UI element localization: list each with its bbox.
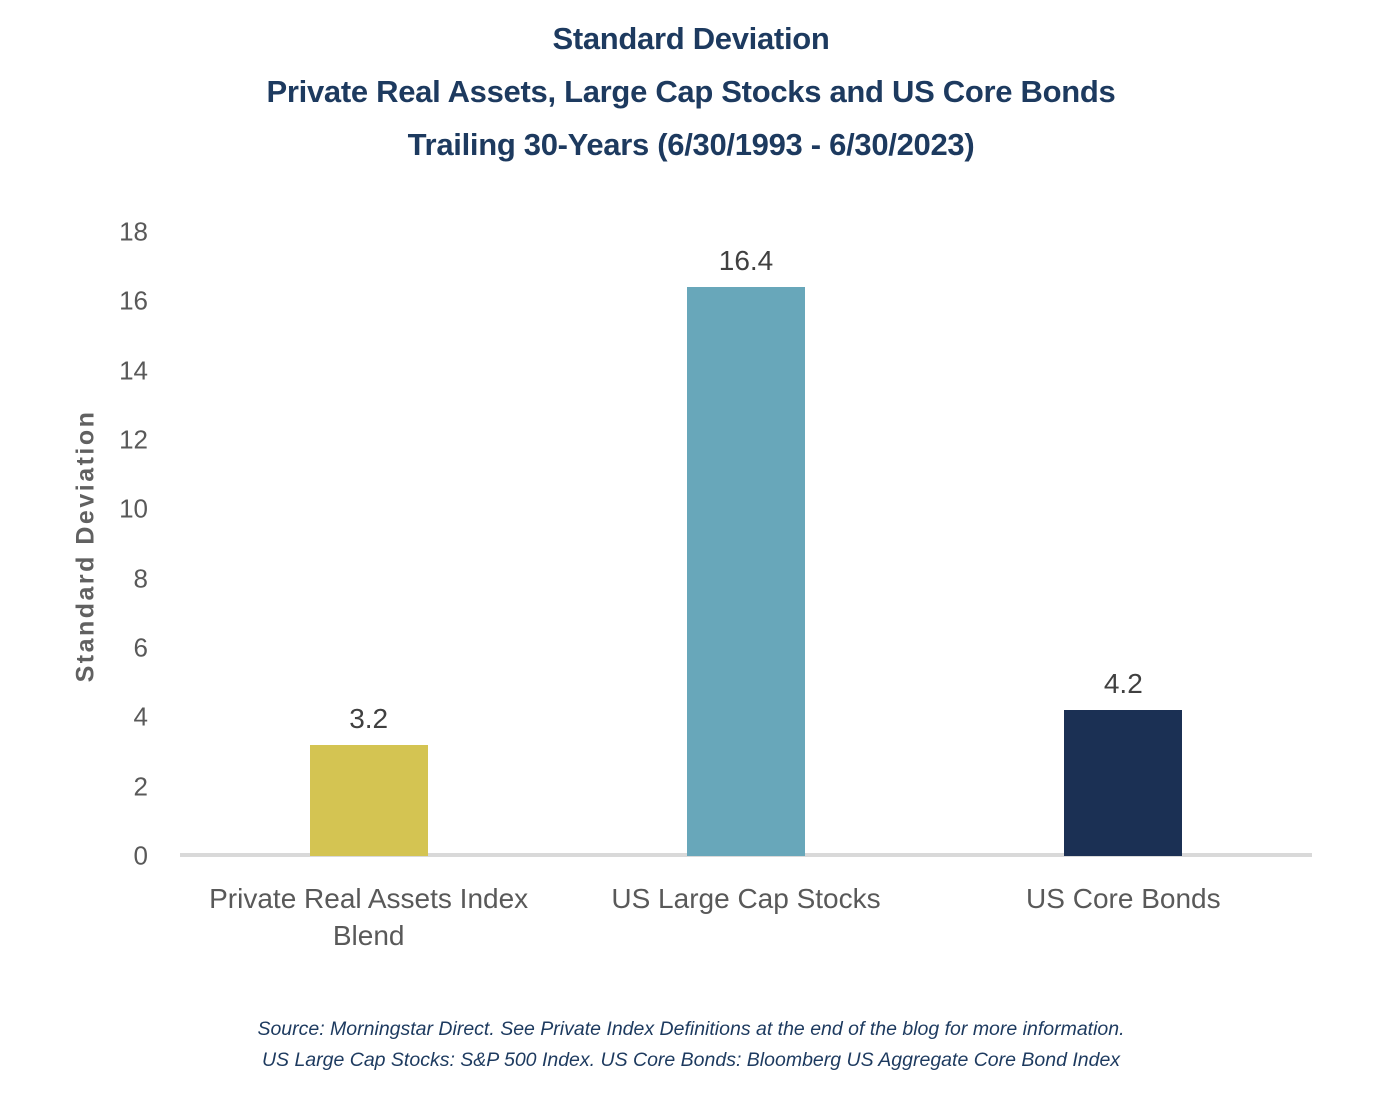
source-note-line1: Source: Morningstar Direct. See Private … bbox=[257, 1018, 1125, 1040]
y-tick-label-16: 16 bbox=[119, 285, 148, 316]
y-tick-label-12: 12 bbox=[119, 424, 148, 455]
y-tick-label-2: 2 bbox=[133, 771, 148, 802]
chart-title: Standard Deviation Private Real Assets, … bbox=[0, 12, 1382, 171]
chart-title-line3: Trailing 30-Years (6/30/1993 - 6/30/2023… bbox=[407, 127, 975, 162]
bar-us-large-cap-stocks bbox=[687, 287, 805, 856]
chart-title-line1: Standard Deviation bbox=[552, 21, 830, 56]
y-tick-label-0: 0 bbox=[133, 840, 148, 871]
x-category-label-us-core-bonds: US Core Bonds bbox=[1026, 883, 1221, 914]
x-category-label-us-large-cap-stocks: US Large Cap Stocks bbox=[611, 883, 881, 914]
y-tick-label-18: 18 bbox=[119, 216, 148, 247]
source-note: Source: Morningstar Direct. See Private … bbox=[0, 1014, 1382, 1076]
bar-value-label-us-core-bonds: 4.2 bbox=[1103, 668, 1143, 700]
y-tick-label-6: 6 bbox=[133, 632, 148, 663]
source-note-line2: US Large Cap Stocks: S&P 500 Index. US C… bbox=[261, 1049, 1121, 1071]
bar-value-label-us-large-cap-stocks: 16.4 bbox=[718, 245, 774, 277]
chart-title-line2: Private Real Assets, Large Cap Stocks an… bbox=[266, 74, 1116, 109]
bar-private-real-assets-index-blend bbox=[309, 745, 428, 856]
bar-value-label-private-real-assets-index-blend: 3.2 bbox=[349, 703, 389, 735]
y-tick-label-10: 10 bbox=[119, 493, 148, 524]
x-category-label-private-real-assets-index-blend: Private Real Assets Index Blend bbox=[209, 883, 529, 951]
bar-us-core-bonds bbox=[1064, 710, 1183, 856]
y-tick-label-14: 14 bbox=[119, 355, 148, 386]
y-tick-label-8: 8 bbox=[133, 563, 148, 594]
y-tick-label-4: 4 bbox=[133, 701, 148, 732]
